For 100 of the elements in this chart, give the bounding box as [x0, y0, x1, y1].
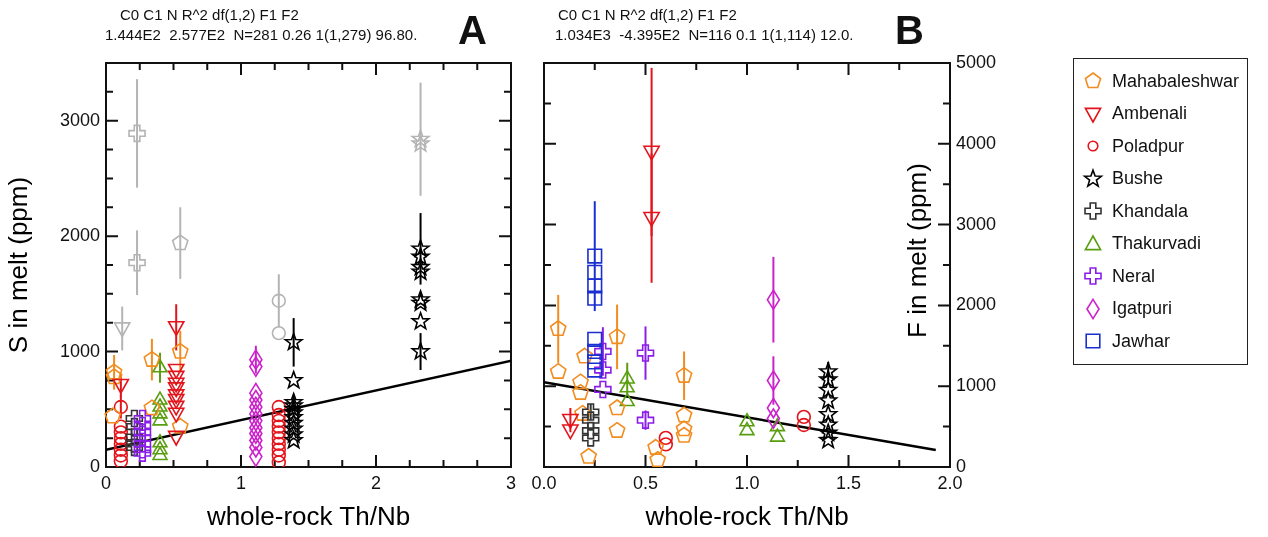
- point: [636, 411, 655, 429]
- point: [125, 435, 144, 453]
- point: [576, 347, 594, 364]
- point: [411, 262, 430, 280]
- y-axis-title: S in melt (ppm): [2, 176, 33, 354]
- legend-label: Ambenali: [1112, 103, 1188, 125]
- point: [104, 407, 122, 424]
- point: [587, 343, 603, 360]
- point: [284, 396, 303, 414]
- legend-label: Bushe: [1112, 168, 1164, 190]
- y2-tick-label: 2000: [956, 294, 997, 315]
- point: [167, 389, 185, 405]
- point: [152, 440, 168, 455]
- point: [133, 435, 152, 453]
- point: [796, 409, 812, 425]
- point: [152, 412, 168, 426]
- point: [271, 455, 286, 467]
- point: [271, 448, 286, 463]
- point: [739, 421, 755, 436]
- point: [152, 405, 168, 419]
- point: [271, 325, 286, 341]
- point: [411, 257, 430, 276]
- point: [271, 407, 286, 423]
- point: [796, 417, 812, 433]
- point: [594, 380, 612, 399]
- x-tick-label: 0.5: [632, 472, 659, 493]
- point: [113, 442, 129, 457]
- point: [411, 247, 430, 265]
- point: [284, 332, 303, 351]
- y-tick-label: 1000: [59, 340, 100, 361]
- point: [587, 362, 603, 378]
- y2-tick-label: 1000: [956, 375, 997, 396]
- point: [581, 411, 600, 429]
- point: [587, 290, 603, 306]
- point: [619, 392, 635, 407]
- point: [739, 412, 755, 427]
- point: [608, 399, 626, 416]
- point: [675, 426, 693, 443]
- point: [167, 430, 185, 446]
- point: [636, 344, 655, 362]
- point: [411, 290, 430, 308]
- point: [113, 322, 131, 338]
- y2-tick-label: 3000: [956, 213, 997, 234]
- point: [284, 392, 303, 411]
- point: [284, 370, 303, 389]
- y2-tick-label: 5000: [956, 51, 997, 72]
- point: [675, 366, 693, 383]
- x-tick-label: 0.0: [531, 472, 557, 493]
- point: [819, 430, 838, 449]
- legend-label: Jawhar: [1112, 330, 1171, 352]
- legend-label: Neral: [1112, 265, 1156, 287]
- point: [271, 425, 286, 440]
- point: [581, 421, 600, 440]
- point: [643, 145, 660, 161]
- point: [167, 400, 185, 416]
- point: [411, 129, 430, 148]
- point: [133, 440, 152, 459]
- point: [411, 311, 430, 330]
- legend-label: Mahabaleshwar: [1112, 70, 1240, 92]
- point: [619, 370, 635, 384]
- point: [167, 382, 185, 398]
- point: [608, 421, 626, 438]
- y2-axis-title: F in melt (ppm): [901, 162, 933, 338]
- point: [619, 379, 635, 393]
- point: [658, 430, 673, 446]
- point: [608, 328, 626, 345]
- point: [572, 383, 589, 400]
- point: [271, 430, 286, 446]
- x-tick-label: 1.5: [835, 472, 862, 493]
- point: [171, 417, 189, 434]
- point: [411, 293, 430, 312]
- point: [167, 407, 185, 423]
- point: [549, 362, 567, 379]
- x-axis-title: whole-rock Th/Nb: [644, 500, 849, 531]
- point: [587, 248, 603, 264]
- point: [766, 408, 781, 429]
- point: [171, 342, 189, 359]
- point: [587, 278, 603, 294]
- x-tick-label: 1: [235, 472, 247, 493]
- point: [271, 442, 286, 457]
- y2-tick-label: 4000: [956, 132, 997, 153]
- y-tick-label: 2000: [59, 225, 100, 246]
- point: [171, 234, 189, 251]
- text: 1.444E2 2.577E2 N=281 0.26 1(1,279) 96.80.: [105, 26, 418, 44]
- x-tick-label: 3: [505, 472, 517, 493]
- point: [113, 399, 129, 415]
- point: [769, 428, 786, 442]
- point: [128, 253, 146, 272]
- point: [167, 320, 185, 337]
- point: [819, 380, 838, 399]
- point: [113, 448, 129, 463]
- point: [819, 370, 838, 388]
- point: [133, 409, 152, 428]
- point: [284, 399, 303, 418]
- legend-label: Khandala: [1112, 200, 1189, 222]
- point: [113, 454, 129, 467]
- point: [284, 413, 303, 432]
- legend-label: Poladpur: [1112, 135, 1185, 157]
- point: [549, 320, 567, 337]
- point: [587, 354, 603, 370]
